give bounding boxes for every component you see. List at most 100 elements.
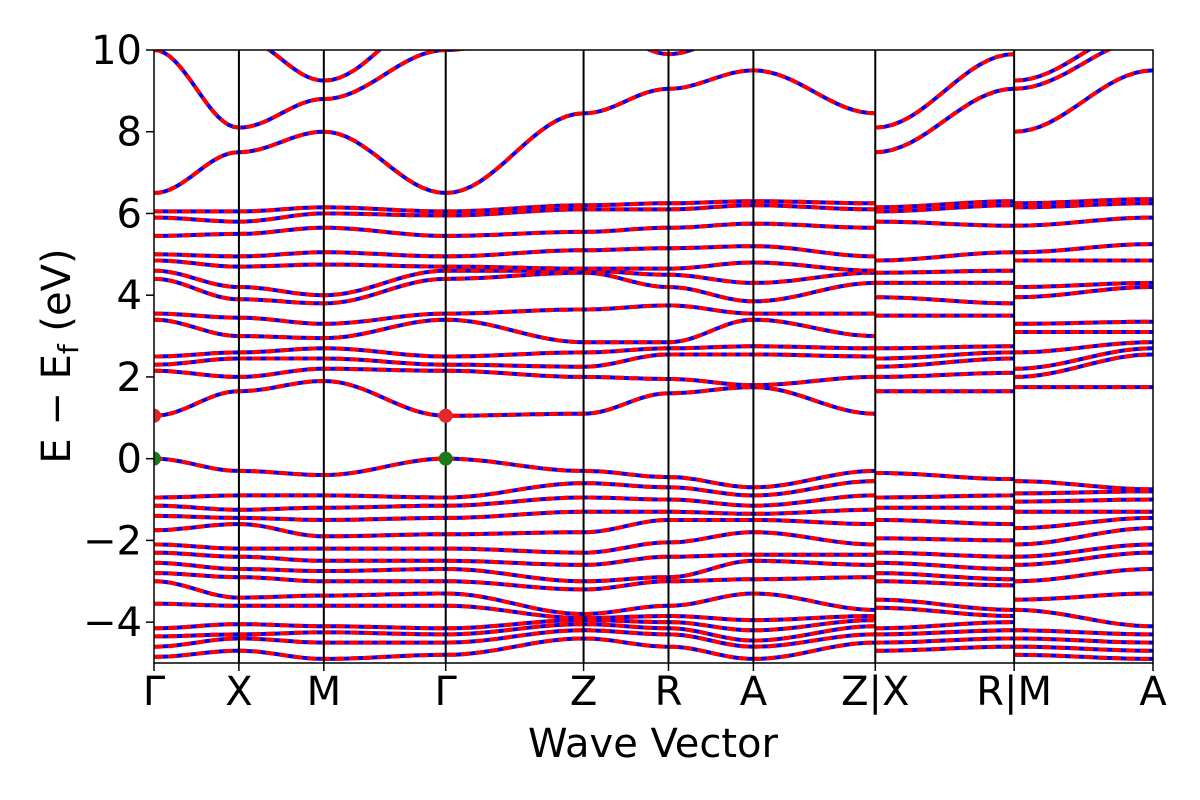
band-25-seg-0-solid — [154, 221, 876, 238]
x-tick-label-1: X — [225, 669, 252, 715]
band-5 — [154, 579, 1153, 617]
x-axis: Γ X M Γ Z R A Z|X R|M A — [143, 663, 1167, 715]
band-14-seg-0-dashed — [154, 456, 876, 490]
band-29-seg-2-dashed — [1013, 50, 1113, 91]
band-7 — [154, 550, 1153, 584]
band-21-seg-1-dashed — [875, 295, 1015, 306]
band-0 — [154, 636, 1153, 661]
y-tick-label-0: 10 — [91, 28, 142, 74]
band-30 — [265, 34, 1093, 83]
band-17-seg-2-dashed — [1014, 346, 1153, 371]
band-24 — [154, 242, 1153, 263]
band-17-seg-1-dashed — [875, 356, 1015, 369]
x-tick-label-7: Z|X — [841, 669, 909, 715]
kpoint-lines — [237, 50, 1016, 663]
band-2-seg-2-dashed — [1014, 636, 1153, 645]
band-28-seg-1-dashed — [875, 86, 1015, 155]
band-16-seg-0-dashed — [154, 366, 876, 388]
band-30-seg-0-dashed — [265, 50, 383, 83]
band-27-seg-0-dashed — [154, 199, 876, 214]
band-20-seg-2-dashed — [1014, 319, 1153, 326]
band-25 — [154, 215, 1153, 238]
band-23-seg-0-solid — [154, 258, 876, 273]
band-24-seg-2-dashed — [1014, 242, 1153, 255]
x-tick-label-8: R|M — [976, 669, 1052, 715]
band-13-seg-2-dashed — [1014, 489, 1153, 496]
band-edge-point-3 — [438, 451, 453, 466]
band-28-seg-0-solid — [154, 68, 876, 196]
band-7-seg-0-dashed — [154, 558, 876, 584]
band-19-seg-0-dashed — [154, 317, 876, 345]
x-tick-label-9: A — [1139, 669, 1167, 715]
band-13-seg-1-dashed — [875, 493, 1015, 500]
band-27-seg-1-dashed — [875, 199, 1015, 210]
band-8-seg-2-dashed — [1014, 542, 1153, 559]
band-8-seg-0-solid — [154, 550, 876, 567]
band-12-seg-2-dashed — [1014, 497, 1153, 504]
band-1-seg-1-dashed — [875, 636, 1015, 645]
x-tick-label-2: M — [307, 669, 342, 715]
band-8 — [154, 542, 1153, 571]
band-3 — [154, 618, 1153, 637]
band-2-seg-0-dashed — [154, 622, 876, 643]
band-5-seg-2-dashed — [1014, 591, 1153, 602]
band-27-seg-2-dashed — [1014, 197, 1153, 206]
band-14-seg-1-dashed — [875, 471, 1015, 482]
band-24-seg-1-dashed — [875, 250, 1015, 263]
band-0-seg-0-dashed — [154, 636, 876, 661]
band-7-seg-2-dashed — [1014, 550, 1153, 567]
band-11-seg-0-dashed — [154, 507, 876, 523]
band-8-seg-1-dashed — [875, 560, 1015, 571]
band-1-seg-0-dashed — [154, 628, 876, 649]
band-3-seg-0-dashed — [154, 618, 876, 633]
band-15 — [154, 378, 1153, 418]
x-tick-label-3: Γ — [435, 669, 458, 715]
band-12-seg-0-dashed — [154, 493, 876, 512]
band-11 — [154, 507, 1153, 527]
band-9-seg-0-solid — [154, 530, 876, 555]
band-edge-point-0 — [154, 408, 161, 423]
band-23 — [154, 258, 1153, 275]
band-10-seg-1-dashed — [875, 536, 1015, 543]
band-14-seg-0-solid — [154, 456, 876, 490]
band-26-seg-2-dashed — [1014, 201, 1153, 210]
y-axis-title-main: E − E — [34, 354, 80, 464]
band-30-seg-1-solid — [875, 34, 1014, 38]
band-18-seg-1-dashed — [875, 350, 1015, 361]
band-19 — [154, 317, 1153, 351]
band-29 — [154, 50, 1113, 130]
y-tick-label-7: −4 — [83, 600, 142, 646]
band-28-seg-0-dashed — [154, 68, 876, 196]
band-14-seg-2-dashed — [1014, 479, 1153, 492]
band-16 — [154, 352, 1153, 388]
band-5-seg-1-dashed — [875, 597, 1015, 612]
band-10-seg-0-dashed — [154, 518, 876, 539]
band-8-seg-0-dashed — [154, 550, 876, 567]
band-4-seg-2-dashed — [1014, 607, 1153, 629]
band-19-seg-1-dashed — [875, 344, 1015, 351]
band-18 — [154, 340, 1153, 361]
band-22-seg-0-dashed — [154, 268, 876, 298]
x-tick-label-6: A — [740, 669, 768, 715]
band-30-seg-0-solid — [265, 50, 383, 83]
y-tick-label-5: 0 — [117, 437, 142, 483]
band-6 — [154, 567, 1153, 592]
y-tick-label-6: −2 — [83, 518, 142, 564]
band-edge-point-2 — [154, 451, 161, 466]
band-4-seg-0-dashed — [154, 601, 876, 623]
band-16-seg-0-solid — [154, 366, 876, 388]
band-2 — [154, 622, 1153, 645]
band-9-seg-2-dashed — [1014, 526, 1153, 547]
band-3-seg-1-dashed — [875, 620, 1015, 631]
band-20-seg-0-dashed — [154, 303, 876, 326]
band-21 — [154, 270, 1153, 306]
band-9-seg-0-dashed — [154, 530, 876, 555]
band-26-seg-1-dashed — [875, 203, 1015, 214]
y-tick-label-1: 8 — [117, 110, 142, 156]
band-20 — [154, 303, 1153, 326]
x-tick-label-0: Γ — [143, 669, 166, 715]
band-25-seg-1-dashed — [875, 219, 1015, 228]
y-axis: 10 8 6 4 2 0 −2 −4 — [83, 28, 154, 646]
band-29-seg-1-solid — [875, 52, 1015, 130]
band-4-seg-1-dashed — [875, 605, 1015, 618]
